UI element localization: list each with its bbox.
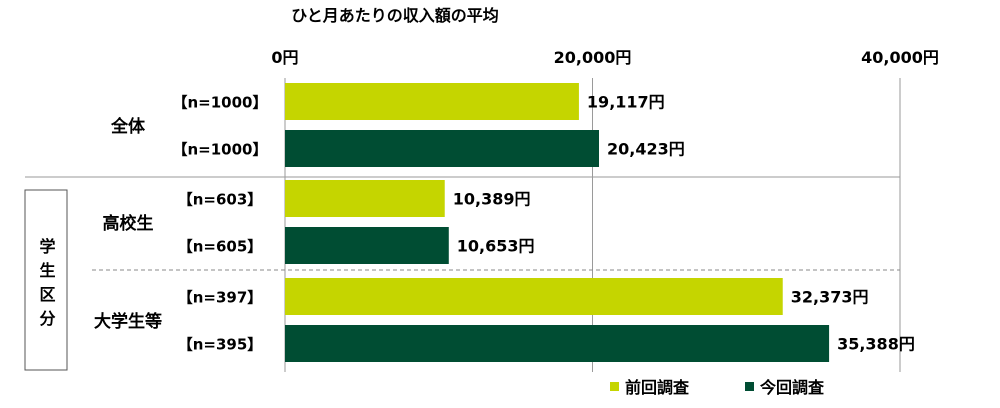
bar-previous	[285, 83, 579, 120]
data-label: 32,373円	[791, 288, 869, 307]
side-group-frame	[24, 189, 68, 371]
group-label: 大学生等	[94, 311, 162, 332]
group-label: 全体	[110, 116, 146, 137]
bar-current	[285, 227, 449, 264]
row-labels: 全体【n=1000】【n=1000】高校生【n=603】【n=605】大学生等【…	[94, 94, 268, 354]
data-label: 10,653円	[457, 237, 535, 256]
side-group-box: 学生区分	[24, 189, 68, 371]
n-label: 【n=605】	[178, 238, 263, 256]
bar-previous	[285, 180, 445, 217]
x-tick-label: 0円	[271, 48, 298, 67]
x-axis-tick-labels: 0円 20,000円 40,000円	[271, 48, 938, 67]
n-label: 【n=603】	[178, 191, 263, 209]
n-label: 【n=395】	[178, 336, 263, 354]
legend-label: 今回調査	[759, 378, 824, 397]
n-label: 【n=397】	[178, 289, 263, 307]
x-tick-label: 40,000円	[861, 48, 939, 67]
n-label: 【n=1000】	[173, 141, 268, 159]
x-tick-label: 20,000円	[554, 48, 632, 67]
side-group-label: 学生区分	[37, 237, 56, 327]
legend-label: 前回調査	[625, 378, 689, 397]
bar-previous	[285, 278, 783, 315]
bars: 19,117円 20,423円 10,389円 10,653円 32,373円 35,38…	[285, 83, 915, 362]
plot-frame	[25, 176, 900, 271]
data-label: 19,117円	[587, 93, 665, 112]
gridlines	[284, 78, 901, 372]
data-label: 10,389円	[453, 190, 531, 209]
legend-swatch-current	[745, 382, 754, 391]
chart-title: ひと月あたりの収入額の平均	[291, 6, 499, 25]
legend: 前回調査 今回調査	[610, 378, 824, 397]
bar-current	[285, 130, 600, 167]
n-label: 【n=1000】	[173, 94, 268, 112]
bar-current	[285, 325, 830, 362]
legend-swatch-previous	[610, 382, 619, 391]
group-label: 高校生	[103, 213, 154, 234]
data-label: 35,388円	[837, 335, 915, 354]
data-label: 20,423円	[607, 140, 685, 159]
